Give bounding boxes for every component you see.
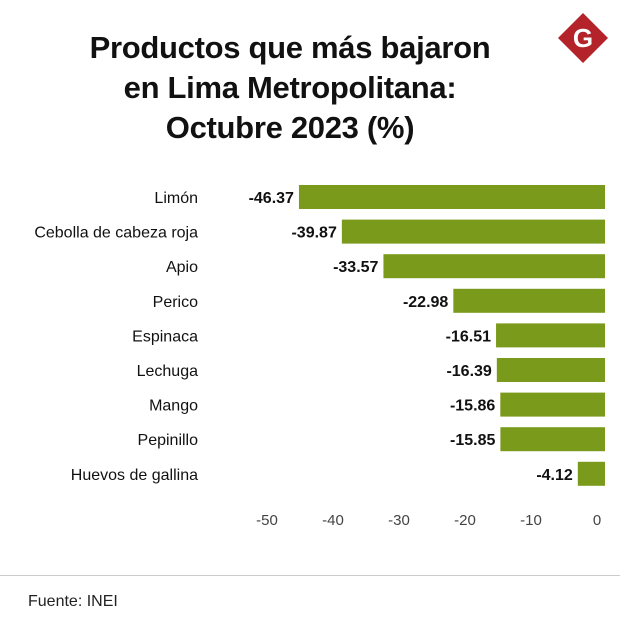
category-label: Lechuga bbox=[137, 363, 198, 380]
data-label: -39.87 bbox=[291, 225, 336, 242]
category-label: Cebolla de cabeza roja bbox=[34, 225, 198, 242]
data-label: -46.37 bbox=[249, 190, 294, 207]
x-tick-label: 0 bbox=[593, 512, 601, 529]
chart-title: Productos que más bajaron en Lima Metrop… bbox=[40, 28, 540, 148]
bar bbox=[341, 219, 605, 244]
bar bbox=[496, 358, 605, 382]
data-label: -15.86 bbox=[450, 398, 495, 415]
category-label: Limón bbox=[154, 190, 198, 207]
bar bbox=[298, 185, 605, 209]
data-label: -22.98 bbox=[403, 294, 448, 311]
x-tick-label: -50 bbox=[256, 512, 278, 529]
bar bbox=[496, 323, 605, 348]
category-label: Huevos de gallina bbox=[71, 467, 198, 484]
category-label: Perico bbox=[153, 294, 198, 311]
data-label: -15.85 bbox=[450, 432, 495, 449]
bar bbox=[383, 254, 605, 279]
data-label: -4.12 bbox=[536, 467, 573, 484]
x-tick-label: -10 bbox=[520, 512, 542, 529]
data-label: -16.51 bbox=[446, 328, 491, 345]
source-note: Fuente: INEI bbox=[28, 593, 118, 610]
category-label: Mango bbox=[149, 398, 198, 415]
title-line-3: Octubre 2023 (%) bbox=[165, 110, 415, 145]
category-label: Apio bbox=[166, 259, 198, 276]
bar bbox=[453, 288, 605, 313]
x-tick-label: -40 bbox=[322, 512, 344, 529]
title-line-2: en Lima Metropolitana: bbox=[123, 70, 457, 105]
logo-letter: G bbox=[573, 23, 593, 53]
bar-chart: Limón -46.37 Cebolla de cabeza roja -39.87 A… bbox=[34, 185, 605, 529]
logo-diamond bbox=[558, 13, 608, 63]
bar bbox=[500, 392, 605, 417]
x-tick-label: -30 bbox=[388, 512, 410, 529]
x-tick-label: -20 bbox=[454, 512, 476, 529]
footer-divider bbox=[0, 575, 620, 576]
brand-logo-icon: G bbox=[558, 13, 608, 63]
data-label: -33.57 bbox=[333, 259, 378, 276]
title-line-1: Productos que más bajaron bbox=[89, 30, 491, 65]
data-label: -16.39 bbox=[446, 363, 491, 380]
bar bbox=[577, 461, 605, 486]
category-label: Espinaca bbox=[132, 328, 198, 345]
bar bbox=[500, 427, 605, 452]
category-label: Pepinillo bbox=[138, 432, 199, 449]
